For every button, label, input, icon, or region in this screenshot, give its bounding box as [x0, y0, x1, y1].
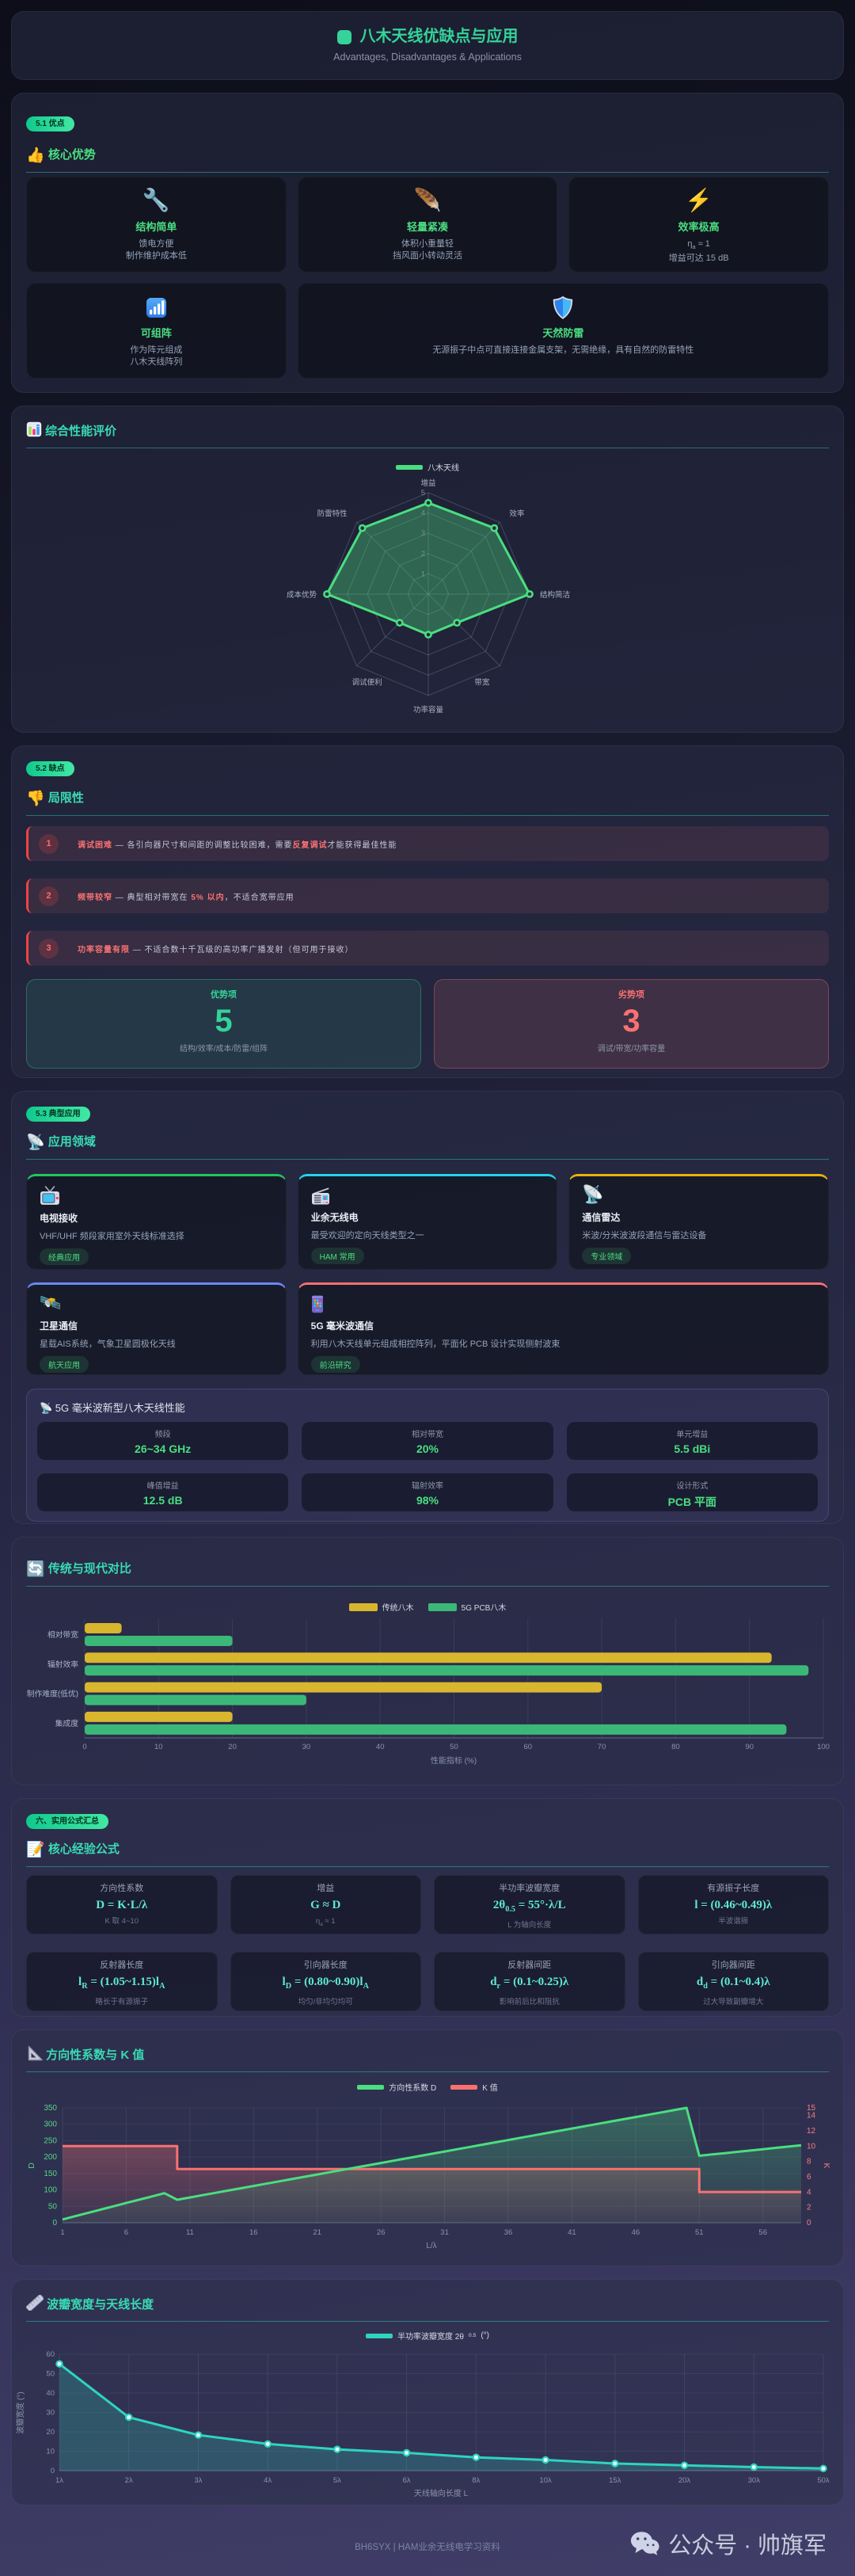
svg-text:80: 80	[671, 1743, 680, 1751]
svg-text:50: 50	[450, 1743, 458, 1751]
svg-text:200: 200	[44, 2153, 57, 2162]
svg-text:波瓣宽度 (°): 波瓣宽度 (°)	[15, 2391, 25, 2433]
svg-text:31: 31	[440, 2228, 449, 2237]
svg-text:8: 8	[807, 2158, 811, 2166]
svg-text:5λ: 5λ	[333, 2476, 341, 2485]
svg-text:制作难度(低优): 制作难度(低优)	[27, 1689, 78, 1699]
svg-text:30λ: 30λ	[748, 2476, 761, 2485]
svg-text:4λ: 4λ	[264, 2476, 272, 2485]
svg-text:15λ: 15λ	[609, 2476, 621, 2485]
svg-text:相对带宽: 相对带宽	[48, 1629, 78, 1640]
svg-text:4: 4	[421, 509, 425, 518]
svg-text:10: 10	[46, 2448, 55, 2456]
svg-text:50: 50	[48, 2202, 58, 2211]
svg-text:350: 350	[44, 2104, 57, 2113]
svg-text:41: 41	[568, 2228, 576, 2237]
svg-text:26: 26	[377, 2228, 386, 2237]
svg-text:16: 16	[249, 2228, 258, 2237]
svg-text:2: 2	[421, 550, 425, 558]
svg-text:0: 0	[82, 1743, 86, 1751]
svg-text:12: 12	[807, 2127, 816, 2136]
svg-text:21: 21	[313, 2228, 321, 2237]
svg-text:调试便利: 调试便利	[352, 677, 382, 687]
svg-text:11: 11	[186, 2228, 194, 2237]
svg-text:集成度: 集成度	[55, 1718, 79, 1728]
svg-text:成本优势: 成本优势	[287, 590, 317, 600]
svg-text:结构简洁: 结构简洁	[540, 590, 570, 600]
svg-text:36: 36	[504, 2228, 513, 2237]
svg-text:20λ: 20λ	[678, 2476, 691, 2485]
svg-text:90: 90	[745, 1743, 754, 1751]
svg-text:2: 2	[807, 2204, 811, 2212]
svg-text:4: 4	[807, 2188, 811, 2197]
svg-text:30: 30	[46, 2409, 55, 2418]
svg-text:30: 30	[302, 1743, 311, 1751]
svg-text:0: 0	[52, 2219, 57, 2227]
svg-text:60: 60	[46, 2350, 55, 2359]
svg-text:5: 5	[421, 489, 425, 497]
svg-text:56: 56	[758, 2228, 767, 2237]
svg-text:250: 250	[44, 2136, 57, 2145]
svg-text:60: 60	[524, 1743, 533, 1751]
svg-text:100: 100	[44, 2186, 57, 2195]
svg-text:10: 10	[807, 2142, 816, 2151]
svg-text:6λ: 6λ	[403, 2476, 411, 2485]
svg-text:K: K	[822, 2163, 831, 2168]
svg-text:50λ: 50λ	[817, 2476, 830, 2485]
svg-text:效率: 效率	[509, 509, 525, 519]
svg-text:1λ: 1λ	[55, 2476, 63, 2485]
svg-text:8λ: 8λ	[472, 2476, 480, 2485]
svg-text:20: 20	[46, 2428, 55, 2437]
svg-text:0: 0	[51, 2467, 55, 2475]
svg-text:防雷特性: 防雷特性	[317, 509, 348, 519]
svg-text:6: 6	[124, 2228, 128, 2237]
svg-text:3: 3	[421, 529, 425, 538]
svg-text:14: 14	[807, 2112, 816, 2121]
svg-text:70: 70	[598, 1743, 606, 1751]
svg-text:天线轴向长度 L: 天线轴向长度 L	[414, 2488, 469, 2498]
svg-text:1: 1	[421, 570, 425, 578]
svg-text:51: 51	[695, 2228, 704, 2237]
svg-text:10λ: 10λ	[539, 2476, 552, 2485]
svg-text:50: 50	[46, 2370, 55, 2379]
svg-text:15: 15	[807, 2104, 816, 2113]
svg-text:性能指标 (%): 性能指标 (%)	[431, 1755, 477, 1766]
svg-text:46: 46	[632, 2228, 640, 2237]
svg-text:40: 40	[46, 2389, 55, 2398]
svg-text:10: 10	[154, 1743, 163, 1751]
svg-text:100: 100	[817, 1743, 830, 1751]
svg-text:D: D	[27, 2163, 36, 2169]
svg-text:3λ: 3λ	[194, 2476, 202, 2485]
svg-text:1: 1	[60, 2228, 64, 2237]
svg-text:带宽: 带宽	[474, 677, 490, 687]
svg-text:20: 20	[228, 1743, 237, 1751]
svg-text:功率容量: 功率容量	[413, 705, 444, 714]
svg-text:0: 0	[807, 2219, 811, 2227]
svg-text:辐射效率: 辐射效率	[48, 1659, 78, 1669]
svg-text:6: 6	[807, 2173, 811, 2182]
svg-text:40: 40	[376, 1743, 385, 1751]
svg-text:150: 150	[44, 2170, 57, 2178]
svg-text:300: 300	[44, 2121, 57, 2129]
svg-text:2λ: 2λ	[125, 2476, 133, 2485]
svg-text:增益: 增益	[420, 478, 436, 488]
svg-text:L/λ: L/λ	[426, 2242, 436, 2250]
